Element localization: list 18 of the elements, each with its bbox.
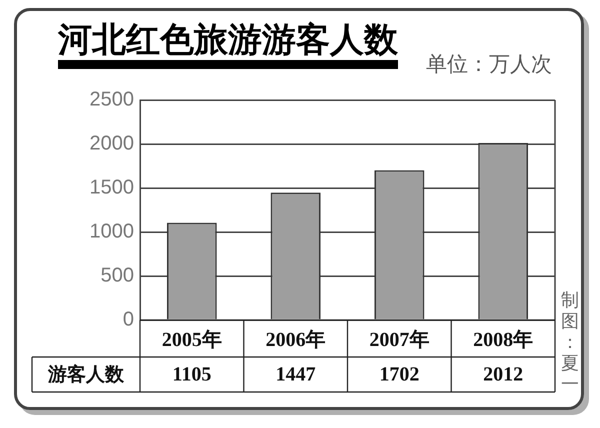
y-tick-label: 500 — [100, 264, 134, 287]
y-tick-label: 1000 — [90, 220, 134, 243]
data-label: 2012 — [483, 364, 524, 386]
y-tick-label: 1500 — [90, 176, 134, 199]
data-label: 1105 — [172, 364, 212, 386]
x-tick-label: 2005年 — [162, 329, 222, 352]
x-tick-label: 2008年 — [473, 329, 534, 352]
text: 制图：夏一 — [560, 290, 580, 395]
data-label: 1447 — [276, 364, 316, 386]
text: 游客人数 — [47, 363, 125, 386]
y-tick-label: 2000 — [90, 132, 134, 155]
x-tick-label: 2007年 — [369, 329, 430, 352]
data-label: 1702 — [379, 364, 420, 386]
x-tick-label: 2006年 — [266, 329, 326, 352]
y-tick-label: 2500 — [90, 88, 134, 111]
y-tick-label: 0 — [122, 308, 134, 331]
chart-subtitle: 单位：万人次 — [426, 51, 552, 78]
chart-title: 河北红色旅游游客人数 — [58, 20, 398, 69]
